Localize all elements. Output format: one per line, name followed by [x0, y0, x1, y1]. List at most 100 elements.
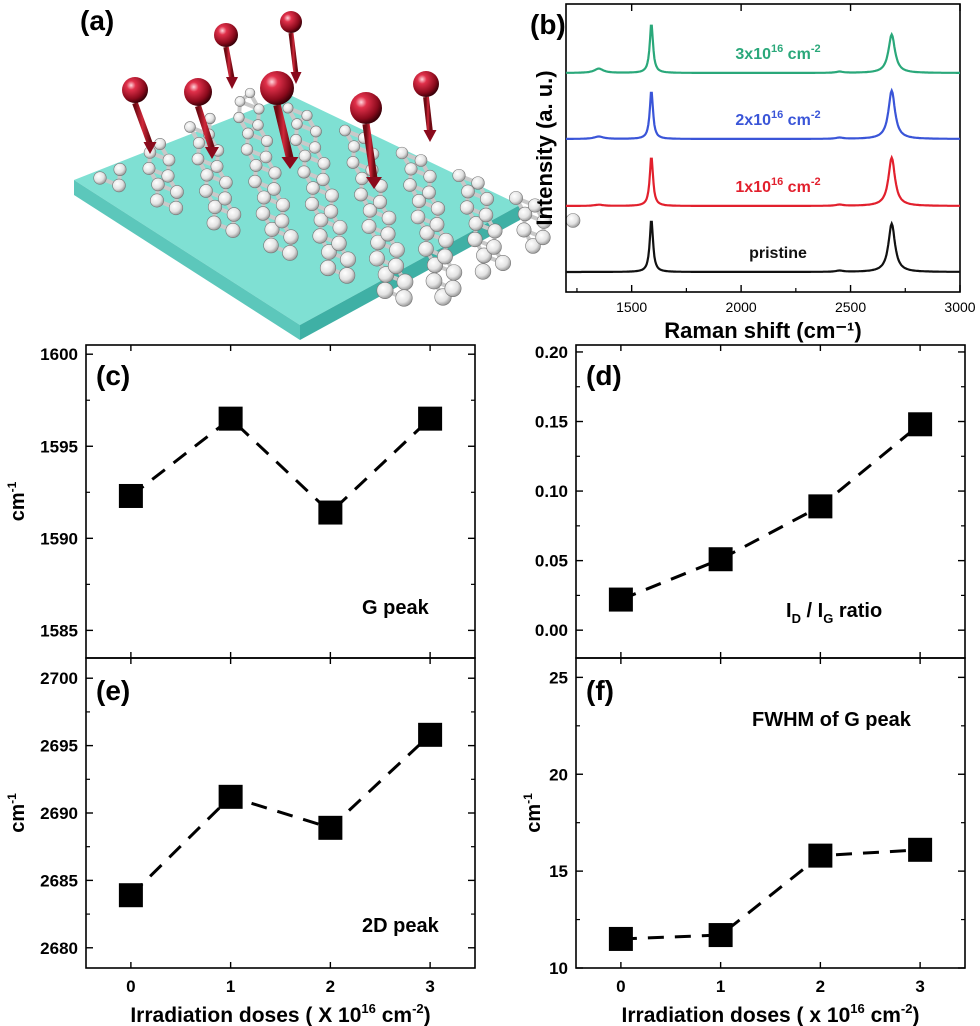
label-unit: cm [783, 179, 811, 196]
x-tick-label: 3 [915, 977, 924, 996]
label-unit-exp: -2 [811, 109, 821, 121]
lattice-atom [410, 209, 426, 225]
ratio-tail: ratio [833, 600, 882, 622]
lattice-atom [331, 235, 347, 252]
annotation-ratio: ID / IG ratio [786, 600, 882, 626]
label-unit: cm [783, 46, 811, 63]
ion-arrow-shaft [273, 104, 294, 160]
label-base: pristine [749, 245, 807, 262]
lattice-atom [430, 201, 446, 216]
data-point [118, 483, 143, 508]
lattice-atom [249, 159, 263, 172]
y-tick-label: 0.10 [535, 482, 568, 501]
lattice-atom [340, 251, 356, 268]
lattice-atom [207, 199, 223, 215]
lattice-atom [316, 172, 330, 187]
lattice-atom [425, 272, 443, 290]
data-point [808, 843, 833, 868]
data-point [318, 500, 343, 525]
lattice-atom [200, 168, 214, 182]
y-tick-label: 1595 [40, 437, 78, 456]
y-axis-label: cm-1 [5, 793, 29, 833]
y-tick-label: 0.20 [535, 343, 568, 362]
lattice-atom [346, 156, 360, 169]
lattice-atom [317, 157, 331, 170]
lattice-atom [252, 119, 264, 131]
ion-sphere [260, 71, 294, 105]
ion-arrow-head [423, 130, 437, 142]
lattice-atom [93, 171, 107, 185]
spectrum-label: 3x1016 cm-2 [735, 43, 820, 63]
y-tick-label: 15 [549, 862, 568, 881]
label-unit-exp: -2 [811, 43, 821, 55]
lattice-atom [403, 178, 417, 192]
lattice-atom [291, 118, 303, 130]
lattice-atom [151, 177, 165, 192]
lattice-atom [414, 154, 428, 167]
series-line [620, 848, 921, 941]
y-tick-label: 0.15 [535, 413, 568, 432]
ion-beam [122, 11, 439, 189]
ratio-sub-d: D [792, 611, 801, 626]
data-point [118, 883, 143, 908]
lattice-atom [253, 103, 265, 115]
ion-sphere [280, 11, 302, 33]
lattice-atom [312, 228, 328, 244]
lattice-atom [264, 222, 280, 237]
data-point [808, 494, 833, 519]
label-base: 3x10 [735, 46, 771, 63]
y-label-exp: -1 [5, 793, 19, 804]
y-tick-label: 2690 [40, 804, 78, 823]
x-label-unit-exp: -2 [901, 1001, 913, 1016]
ion-arrow-shaft [362, 123, 378, 180]
lattice-atom [325, 188, 339, 203]
ratio-mid: / I [801, 600, 823, 622]
ion-arrow-head [226, 77, 238, 89]
label-base: 2x10 [735, 112, 771, 129]
label-base: 1x10 [735, 179, 771, 196]
panel-b-label: (b) [530, 9, 566, 40]
lattice-atom [444, 280, 462, 297]
lattice-atom [283, 229, 299, 245]
data-point [908, 837, 933, 862]
lattice-atom [308, 141, 322, 154]
ion-arrow-head [290, 72, 302, 84]
lattice-atom [191, 152, 205, 166]
lattice-atom [248, 174, 262, 189]
y-tick-label: 10 [549, 959, 568, 978]
lattice-atom [297, 165, 311, 179]
lattice-atom [380, 226, 396, 242]
y-tick-label: 0.00 [535, 621, 568, 640]
panel-e-label: (e) [96, 675, 130, 706]
lattice-atom [255, 206, 271, 221]
data-point [418, 406, 443, 431]
lattice-atom [354, 187, 368, 202]
lattice-atom [275, 197, 291, 213]
data-point [318, 815, 343, 840]
spectrum-label: 1x1016 cm-2 [735, 176, 820, 196]
lattice-atom [396, 273, 414, 291]
lattice-atom [310, 125, 322, 138]
lattice-atom [226, 207, 242, 222]
ion-sphere [122, 77, 148, 103]
lattice-atom [486, 239, 502, 255]
substrate-top [74, 95, 520, 325]
plot-frame [565, 3, 961, 293]
lattice-atom [471, 176, 485, 190]
ion-sphere [214, 23, 238, 47]
x-label-unit-exp: -2 [412, 1001, 424, 1016]
lattice-atom [113, 163, 127, 176]
lattice-atom [376, 282, 394, 299]
substrate-side [300, 205, 520, 340]
lattice-atom [517, 206, 533, 222]
lattice-atom [150, 193, 164, 208]
lattice-atom [381, 210, 397, 226]
y-tick-label: 2700 [40, 669, 78, 688]
x-label-base: Irradiation doses ( x 10 [622, 1004, 851, 1026]
lattice-atom [257, 190, 271, 205]
lattice-atom [313, 212, 329, 228]
ion-sphere [184, 78, 212, 106]
lattice-atom [372, 195, 387, 210]
